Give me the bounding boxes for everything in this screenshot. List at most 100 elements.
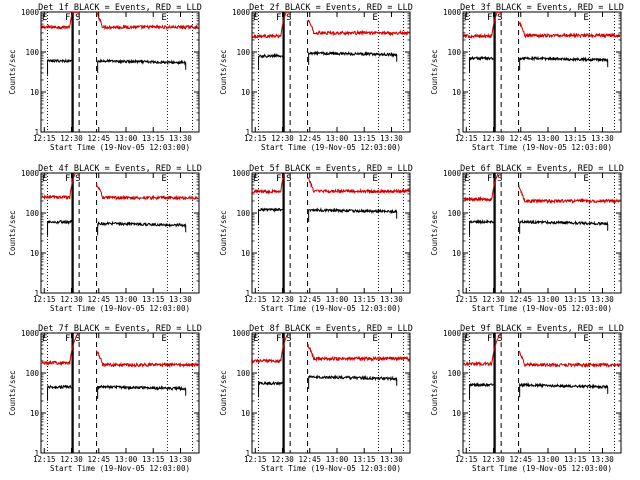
marker-label-e: E [372,174,377,184]
y-axis-label: Counts/sec [8,210,17,255]
marker-label-f: F [65,174,70,184]
x-tick-label: 12:15 [244,455,267,464]
y-tick-label: 1 [245,289,250,298]
x-tick-label: 13:00 [537,134,560,143]
y-axis-label: Counts/sec [219,210,228,255]
events-series-line-pre [47,57,72,75]
x-tick-label: 13:00 [326,295,349,304]
x-tick-label: 13:30 [380,455,403,464]
marker-label-e: E [42,13,47,23]
chart-title: Det 9f BLACK = Events, RED = LLD [460,324,624,334]
events-series-line-post [519,219,609,234]
marker-label-s: S [286,334,291,344]
lld-series-line-post [307,344,410,362]
y-tick-label: 100 [447,209,461,218]
marker-label-s: S [286,13,291,23]
marker-label-s: S [286,174,291,184]
x-tick-label: 13:15 [142,295,165,304]
chart-panel-4: Det 4f BLACK = Events, RED = LLD 1 10 100 10… [8,164,202,313]
y-tick-label: 1000 [443,329,462,338]
chart-panel-5: Det 5f BLACK = Events, RED = LLD 1 10 100 10… [219,164,413,313]
y-tick-label: 10 [30,88,40,97]
x-tick-label: 12:15 [244,295,267,304]
marker-label-f: F [487,334,492,344]
y-axis-label: Counts/sec [219,370,228,415]
y-tick-label: 100 [447,369,461,378]
x-axis-label: Start Time (19-Nov-05 12:03:00) [472,143,612,152]
lld-series-line-post [96,350,199,369]
x-tick-label: 12:30 [271,295,294,304]
x-tick-label: 13:15 [353,134,376,143]
x-tick-label: 12:45 [87,455,110,464]
y-tick-label: 1000 [443,169,462,178]
x-tick-label: 13:15 [142,455,165,464]
lld-series-line-post [307,177,410,195]
x-tick-label: 13:00 [115,134,138,143]
x-tick-label: 13:00 [326,134,349,143]
x-tick-label: 13:30 [169,134,192,143]
y-tick-label: 1000 [232,8,251,17]
x-tick-label: 12:45 [298,134,321,143]
marker-label-e: E [464,334,469,344]
x-tick-label: 12:45 [87,134,110,143]
x-tick-label: 13:15 [564,134,587,143]
x-tick-label: 12:45 [298,455,321,464]
lld-series-line-post [518,184,621,205]
chart-panel-7: Det 7f BLACK = Events, RED = LLD 1 10 100 10… [8,324,202,473]
y-tick-label: 1 [34,128,39,137]
chart-panel-1: Det 1f BLACK = Events, RED = LLD 1 10 100 10… [8,3,202,152]
y-axis-label: Counts/sec [430,49,439,94]
chart-title: Det 1f BLACK = Events, RED = LLD [38,3,202,13]
x-axis-label: Start Time (19-Nov-05 12:03:00) [472,464,612,473]
x-tick-label: 12:30 [271,455,294,464]
chart-panel-2: Det 2f BLACK = Events, RED = LLD 1 10 100 10… [219,3,413,152]
marker-label-e: E [161,13,166,23]
events-series-line-pre [47,219,72,236]
lld-series-line-pre [251,332,290,364]
events-series-line-post [97,384,187,399]
plot-frame [462,172,622,294]
y-axis-label: Counts/sec [8,370,17,415]
x-tick-label: 12:45 [87,295,110,304]
x-tick-label: 13:30 [169,455,192,464]
marker-label-e: E [161,174,166,184]
plot-frame [462,332,622,454]
x-tick-label: 13:30 [591,455,614,464]
marker-label-f: F [65,334,70,344]
x-tick-label: 13:15 [564,295,587,304]
y-tick-label: 1000 [232,169,251,178]
x-tick-label: 12:15 [244,134,267,143]
lld-series-line-post [96,183,199,201]
y-axis-label: Counts/sec [8,49,17,94]
marker-label-s: S [497,13,502,23]
lld-series-line-post [307,19,410,37]
x-tick-label: 13:00 [537,295,560,304]
events-series-line-pre [469,55,494,73]
marker-label-e: E [583,13,588,23]
y-tick-label: 1000 [21,329,40,338]
x-tick-label: 12:15 [33,134,56,143]
marker-label-s: S [75,334,80,344]
y-tick-label: 1 [456,289,461,298]
marker-label-e: E [372,13,377,23]
chart-panel-6: Det 6f BLACK = Events, RED = LLD 1 10 100 10… [430,164,624,313]
y-tick-label: 1000 [21,169,40,178]
x-tick-label: 12:30 [60,295,83,304]
marker-label-f: F [487,13,492,23]
lld-series-line-pre [40,11,79,31]
y-tick-label: 10 [452,409,462,418]
y-tick-label: 1 [34,449,39,458]
marker-label-e: E [253,174,258,184]
x-tick-label: 12:30 [60,455,83,464]
lld-series-line-post [518,21,621,39]
lld-series-line-pre [251,172,290,195]
marker-label-e: E [372,334,377,344]
x-tick-label: 12:15 [455,295,478,304]
y-tick-label: 1000 [443,8,462,17]
y-tick-label: 1 [34,289,39,298]
lld-series-line-pre [40,172,79,201]
events-series-line-pre [469,381,494,399]
marker-label-f: F [487,174,492,184]
x-tick-label: 13:15 [353,295,376,304]
y-tick-label: 100 [447,48,461,57]
